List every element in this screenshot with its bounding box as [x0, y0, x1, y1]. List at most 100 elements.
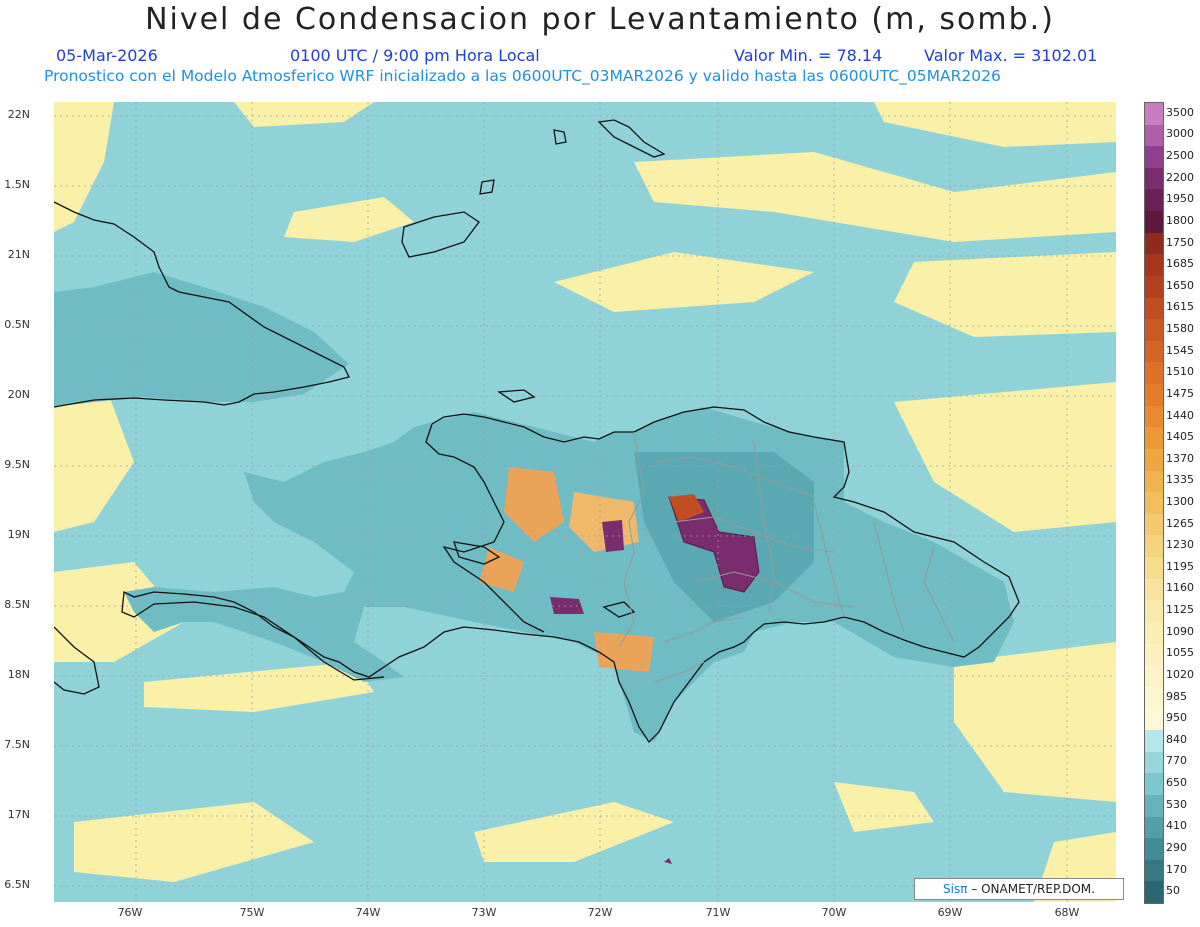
legend-swatch [1145, 730, 1163, 753]
legend-label: 840 [1166, 732, 1187, 746]
legend-swatch [1145, 859, 1163, 882]
legend-label: 650 [1166, 776, 1187, 790]
legend-swatch [1145, 578, 1163, 601]
lat-label: 20N [7, 388, 30, 401]
legend-swatch [1145, 297, 1163, 320]
legend-swatch [1145, 470, 1163, 493]
forecast-info: Pronostico con el Modelo Atmosferico WRF… [44, 67, 1001, 85]
land-field [54, 272, 1014, 742]
lat-label: 9.5N [4, 458, 30, 471]
legend-label: 1475 [1166, 386, 1194, 400]
lat-label: 21N [7, 248, 30, 261]
legend-label: 1230 [1166, 538, 1194, 552]
lat-label: 8.5N [4, 598, 30, 611]
legend-label: 1685 [1166, 257, 1194, 271]
value-max: Valor Max. = 3102.01 [924, 46, 1098, 65]
legend-label: 170 [1166, 862, 1187, 876]
legend-label: 1125 [1166, 603, 1194, 617]
high-lcl-patches [479, 467, 760, 864]
legend-label: 410 [1166, 819, 1187, 833]
lat-label: 18N [7, 668, 30, 681]
legend-swatch [1145, 103, 1163, 126]
lon-label: 73W [471, 906, 497, 919]
legend-swatch [1145, 427, 1163, 450]
legend-label: 530 [1166, 797, 1187, 811]
legend-swatch [1145, 794, 1163, 817]
legend-swatch [1145, 232, 1163, 255]
legend-swatch [1145, 838, 1163, 861]
forecast-time: 0100 UTC / 9:00 pm Hora Local [290, 46, 540, 65]
legend-label: 1265 [1166, 516, 1194, 530]
lat-label: 22N [7, 108, 30, 121]
legend-swatch [1145, 513, 1163, 536]
credit-box: Sisπ – ONAMET/REP.DOM. [914, 878, 1124, 900]
value-min: Valor Min. = 78.14 [734, 46, 883, 65]
legend-swatch [1145, 319, 1163, 342]
legend-label: 1510 [1166, 365, 1194, 379]
legend-swatch [1145, 124, 1163, 147]
legend-label: 290 [1166, 840, 1187, 854]
lon-label: 70W [821, 906, 847, 919]
lat-label: 1.5N [4, 178, 30, 191]
lon-label: 71W [705, 906, 731, 919]
legend-label: 1020 [1166, 667, 1194, 681]
legend-label: 1370 [1166, 451, 1194, 465]
legend-label: 3500 [1166, 105, 1194, 119]
legend-swatch [1145, 362, 1163, 385]
legend-label: 1405 [1166, 430, 1194, 444]
legend-label: 1300 [1166, 495, 1194, 508]
legend-swatch [1145, 643, 1163, 666]
legend-swatch [1145, 146, 1163, 169]
legend-swatch [1145, 708, 1163, 731]
legend-swatch [1145, 340, 1163, 363]
legend-swatch [1145, 686, 1163, 709]
legend-swatch [1145, 189, 1163, 212]
legend-swatch [1145, 557, 1163, 580]
weather-map [54, 102, 1116, 902]
legend-label: 1750 [1166, 235, 1194, 249]
lat-label: 0.5N [4, 318, 30, 331]
legend-label: 1800 [1166, 213, 1194, 227]
legend-label: 3000 [1166, 127, 1194, 141]
lon-label: 69W [937, 906, 963, 919]
lon-label: 68W [1054, 906, 1080, 919]
legend-swatch [1145, 773, 1163, 796]
province-borders [618, 431, 955, 683]
legend-label: 1335 [1166, 473, 1194, 487]
map-title: Nivel de Condensacion por Levantamiento … [145, 2, 1055, 37]
legend-label: 1950 [1166, 192, 1194, 206]
legend-label: 1055 [1166, 646, 1194, 660]
legend-label: 2200 [1166, 170, 1194, 184]
lat-label: 7.5N [4, 738, 30, 751]
legend-label: 1650 [1166, 278, 1194, 292]
legend-label: 1440 [1166, 408, 1194, 422]
color-legend [1144, 102, 1164, 904]
legend-swatch [1145, 167, 1163, 190]
lat-label: 17N [7, 808, 30, 821]
legend-swatch [1145, 881, 1163, 904]
legend-label: 985 [1166, 689, 1187, 703]
legend-swatch [1145, 751, 1163, 774]
legend-swatch [1145, 384, 1163, 407]
legend-swatch [1145, 816, 1163, 839]
legend-label: 50 [1166, 884, 1180, 898]
legend-swatch [1145, 254, 1163, 277]
legend-label: 1580 [1166, 322, 1194, 336]
legend-label: 1195 [1166, 559, 1194, 573]
lat-lon-grid [54, 102, 1116, 902]
legend-swatch [1145, 211, 1163, 234]
lon-label: 74W [355, 906, 381, 919]
legend-label: 1160 [1166, 581, 1194, 595]
legend-swatch [1145, 621, 1163, 645]
yellow-bands [54, 102, 1116, 902]
lon-label: 72W [587, 906, 613, 919]
legend-swatch [1145, 275, 1163, 299]
legend-label: 1615 [1166, 300, 1194, 314]
lon-label: 76W [117, 906, 143, 919]
credit-brand: Sisπ [943, 882, 968, 896]
legend-label: 1545 [1166, 343, 1194, 357]
legend-swatch [1145, 405, 1163, 428]
legend-swatch [1145, 535, 1163, 558]
forecast-date: 05-Mar-2026 [56, 46, 158, 65]
coastlines [54, 119, 1020, 744]
